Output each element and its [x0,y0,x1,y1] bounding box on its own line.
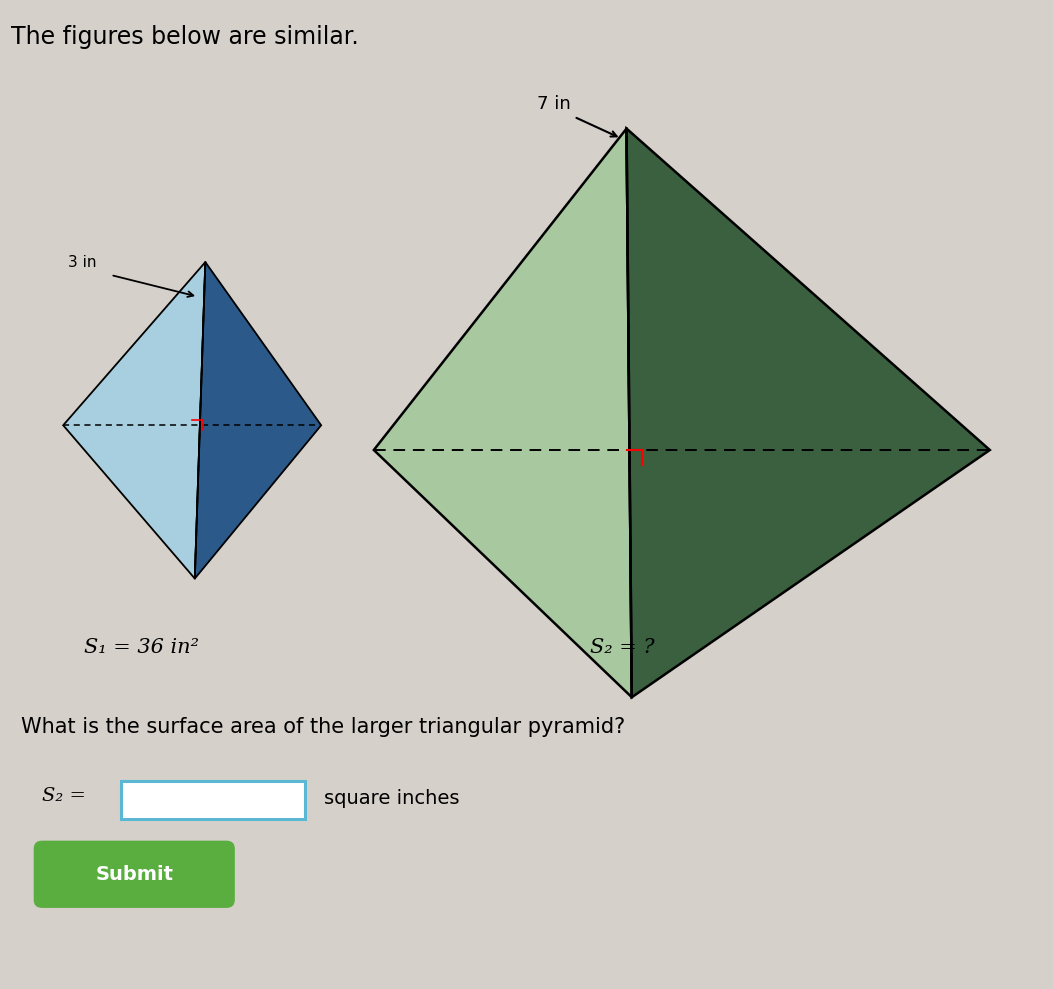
Polygon shape [374,129,632,697]
Polygon shape [63,262,205,579]
Polygon shape [627,129,990,697]
Text: What is the surface area of the larger triangular pyramid?: What is the surface area of the larger t… [21,717,625,737]
Text: square inches: square inches [324,788,460,808]
Text: S₂ = ?: S₂ = ? [590,638,654,658]
FancyBboxPatch shape [34,841,235,908]
Text: Submit: Submit [95,864,174,884]
Polygon shape [195,262,321,579]
Text: 7 in: 7 in [537,95,571,113]
Text: S₁ = 36 in²: S₁ = 36 in² [84,638,199,658]
Text: 3 in: 3 in [68,254,97,270]
Text: S₂ =: S₂ = [42,787,86,805]
FancyBboxPatch shape [121,781,305,819]
Text: The figures below are similar.: The figures below are similar. [11,25,358,48]
